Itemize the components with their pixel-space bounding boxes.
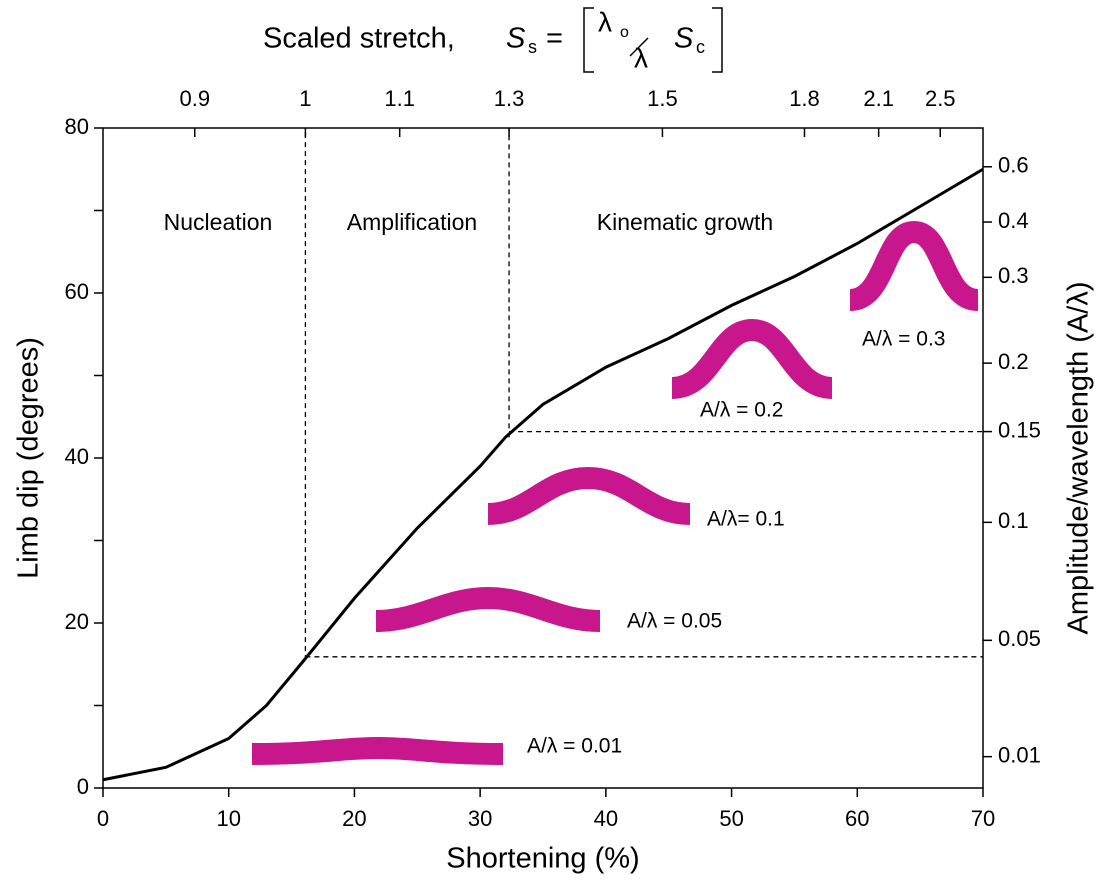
region-label: Kinematic growth: [597, 209, 773, 235]
x2-axis-label: Scaled stretch,: [263, 23, 455, 55]
x-tick-label: 70: [971, 806, 995, 831]
x-tick-label: 60: [845, 806, 869, 831]
y2-tick-label: 0.4: [998, 208, 1029, 233]
formula-part: s: [528, 37, 537, 57]
y-tick-label: 0: [77, 774, 89, 799]
fold-icon: [850, 232, 978, 300]
y-tick-label: 40: [65, 444, 89, 469]
y2-tick-label: 0.1: [998, 508, 1029, 533]
annotation: A/λ = 0.3: [862, 328, 945, 351]
y2-tick-label: 0.01: [998, 742, 1041, 767]
fold-icon: [672, 330, 832, 388]
y-tick-label: 80: [65, 114, 89, 139]
formula-part: o: [620, 24, 629, 41]
x-tick-label: 40: [594, 806, 618, 831]
annotation: A/λ = 0.05: [627, 610, 722, 633]
x2-tick-label: 1.3: [494, 86, 525, 111]
x2-tick-label: 1: [299, 86, 311, 111]
bracket: [584, 8, 594, 72]
formula-part: =: [546, 23, 563, 55]
x2-tick-label: 1.1: [384, 86, 415, 111]
x-tick-label: 10: [216, 806, 240, 831]
x-tick-label: 50: [719, 806, 743, 831]
y2-tick-label: 0.3: [998, 263, 1029, 288]
region-label: Amplification: [347, 209, 477, 235]
x2-tick-label: 2.1: [863, 86, 894, 111]
y2-tick-label: 0.15: [998, 417, 1041, 442]
x-tick-label: 20: [342, 806, 366, 831]
annotation: A/λ = 0.2: [700, 399, 783, 422]
y2-tick-label: 0.05: [998, 626, 1041, 651]
y2-tick-label: 0.6: [998, 153, 1029, 178]
y-tick-label: 60: [65, 279, 89, 304]
formula-part: c: [696, 37, 705, 57]
y2-tick-label: 0.2: [998, 349, 1029, 374]
formula-part: λ: [634, 42, 648, 73]
annotation: A/λ = 0.01: [527, 735, 622, 758]
fold-icon: [488, 478, 690, 514]
x2-tick-label: 1.5: [647, 86, 678, 111]
y2-axis-label: Amplitude/wavelength (A/λ): [1063, 282, 1095, 635]
chart: Scaled stretch, S s = λ o λ S c Nucleati…: [0, 0, 1106, 886]
formula-part: S: [506, 23, 526, 55]
x-tick-label: 30: [468, 806, 492, 831]
y-tick-label: 20: [65, 609, 89, 634]
x2-tick-label: 0.9: [179, 86, 210, 111]
fold-icon: [376, 598, 600, 621]
bracket: [712, 8, 722, 72]
x-axis-label: Shortening (%): [446, 843, 639, 875]
fold-icon: [252, 748, 503, 754]
region-label: Nucleation: [164, 209, 273, 235]
formula-part: S: [674, 23, 694, 55]
formula-part: λ: [598, 6, 612, 37]
x-tick-label: 0: [97, 806, 109, 831]
x2-tick-label: 1.8: [789, 86, 820, 111]
data-line: [103, 169, 983, 780]
x2-tick-label: 2.5: [925, 86, 956, 111]
annotation: A/λ= 0.1: [707, 508, 785, 531]
y-axis-label: Limb dip (degrees): [13, 337, 45, 579]
